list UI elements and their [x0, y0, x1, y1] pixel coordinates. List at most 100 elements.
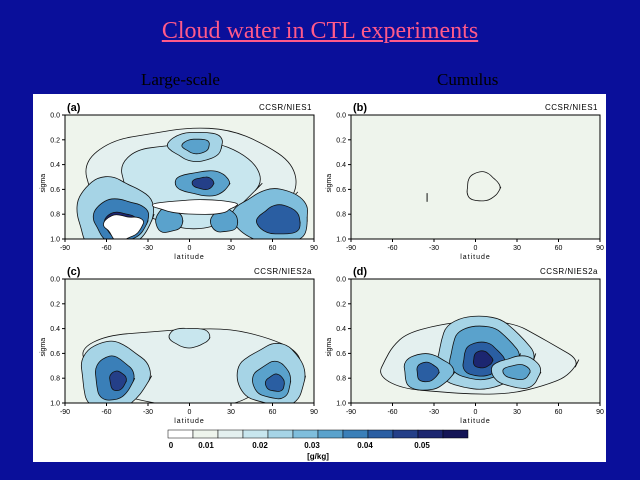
y-tick-label: 1.0	[50, 401, 60, 408]
y-tick-label: 1.0	[336, 401, 346, 408]
contour-fills	[466, 171, 502, 202]
panel-b: -90 -60 -30 0 30 60 90 0.0 0.2 0.4 0.6 0.8 1.0 latitu…	[326, 102, 604, 261]
x-tick-label: 90	[310, 245, 318, 252]
x-tick-label: 90	[596, 245, 604, 252]
panel-label: (b)	[353, 102, 367, 114]
colorbar-swatch	[292, 429, 319, 439]
y-tick-label: 1.0	[336, 237, 346, 244]
x-tick-label: -60	[387, 409, 397, 416]
x-tick-label: -60	[387, 245, 397, 252]
model-label: CCSR/NIES1	[545, 103, 598, 112]
panel-label: (d)	[353, 266, 367, 278]
x-axis-label: latitude	[174, 418, 205, 425]
panel-d: -90 -60 -30 0 30 60 90 0.0 0.2 0.4 0.6 0.8 1.0 latitu…	[326, 266, 604, 425]
x-tick-label: -30	[143, 409, 153, 416]
x-axis-label: latitude	[174, 254, 205, 261]
x-tick-label: 60	[269, 409, 277, 416]
y-tick-label: 0.2	[336, 137, 346, 144]
y-tick-label: 0.8	[336, 212, 346, 219]
colorbar-swatch	[192, 429, 219, 439]
contour-region	[109, 370, 127, 392]
x-tick-label: -90	[346, 409, 356, 416]
contour-fills	[80, 327, 306, 403]
x-tick-label: 0	[474, 409, 478, 416]
contour-region	[502, 364, 531, 381]
colorbar-tick-label: 0	[169, 441, 174, 450]
panel-a: -90 -60 -30 0 30 60 90 0.0 0.2 0.4 0.6 0.8 1.0 latitu…	[40, 102, 318, 261]
colorbar-swatch	[267, 429, 294, 439]
y-tick-label: 0.6	[336, 187, 346, 194]
y-tick-label: 1.0	[50, 237, 60, 244]
x-tick-label: 30	[513, 409, 521, 416]
contour-figure: -90 -60 -30 0 30 60 90 0.0 0.2 0.4 0.6 0.8 1.0 latitu…	[40, 102, 604, 461]
contour-region	[466, 171, 502, 202]
figure-panel: -90 -60 -30 0 30 60 90 0.0 0.2 0.4 0.6 0.8 1.0 latitu…	[33, 94, 606, 462]
contour-region	[416, 361, 440, 383]
model-label: CCSR/NIES2a	[254, 267, 312, 276]
colorbar-unit: [g/kg]	[307, 452, 329, 461]
x-tick-label: 90	[596, 409, 604, 416]
colorbar-tick-label: 0.04	[357, 441, 373, 450]
y-tick-label: 0.8	[50, 376, 60, 383]
y-tick-label: 0.2	[50, 301, 60, 308]
x-tick-label: 0	[474, 245, 478, 252]
column-header-large-scale: Large-scale	[141, 70, 220, 89]
contour-region	[191, 176, 215, 191]
x-tick-label: 60	[555, 245, 563, 252]
y-tick-label: 0.4	[336, 162, 346, 169]
x-tick-label: 60	[555, 409, 563, 416]
y-tick-label: 0.2	[50, 137, 60, 144]
model-label: CCSR/NIES2a	[540, 267, 598, 276]
contour-region	[256, 204, 301, 235]
colorbar-swatch	[242, 429, 269, 439]
x-tick-label: -60	[101, 409, 111, 416]
x-tick-label: 90	[310, 409, 318, 416]
panel-label: (a)	[67, 102, 81, 114]
x-tick-label: 60	[269, 245, 277, 252]
y-tick-label: 0.8	[50, 212, 60, 219]
x-tick-label: -90	[60, 245, 70, 252]
y-tick-label: 0.4	[336, 326, 346, 333]
x-tick-label: 30	[227, 245, 235, 252]
x-tick-label: -30	[429, 409, 439, 416]
y-tick-label: 0.6	[50, 351, 60, 358]
colorbar-swatch	[442, 429, 469, 439]
contour-fills	[380, 315, 580, 395]
y-tick-label: 0.6	[336, 351, 346, 358]
model-label: CCSR/NIES1	[259, 103, 312, 112]
contour-fills	[76, 127, 308, 239]
colorbar-swatch	[317, 429, 344, 439]
colorbar-tick-label: 0.02	[252, 441, 268, 450]
x-axis-label: latitude	[460, 254, 491, 261]
y-tick-label: 0.8	[336, 376, 346, 383]
y-tick-label: 0.0	[336, 113, 346, 120]
contour-region	[181, 138, 210, 155]
y-tick-label: 0.4	[50, 162, 60, 169]
contour-region	[168, 327, 211, 349]
colorbar-tick-label: 0.03	[304, 441, 320, 450]
contour-region	[472, 350, 494, 369]
x-tick-label: -90	[346, 245, 356, 252]
contour-region	[151, 199, 238, 215]
y-axis-label: sigma	[326, 338, 333, 357]
contour-region	[264, 373, 285, 392]
x-axis-label: latitude	[460, 418, 491, 425]
y-tick-label: 0.6	[50, 187, 60, 194]
slide-title: Cloud water in CTL experiments	[161, 18, 479, 44]
column-header-cumulus: Cumulus	[437, 70, 499, 89]
x-tick-label: 30	[513, 245, 521, 252]
colorbar-swatch	[367, 429, 394, 439]
colorbar-swatch	[167, 429, 194, 439]
colorbar-swatch	[342, 429, 369, 439]
x-tick-label: -60	[101, 245, 111, 252]
x-tick-label: 30	[227, 409, 235, 416]
panel-c: -90 -60 -30 0 30 60 90 0.0 0.2 0.4 0.6 0.8 1.0 latitu…	[40, 266, 318, 425]
y-tick-label: 0.0	[50, 277, 60, 284]
y-tick-label: 0.2	[336, 301, 346, 308]
colorbar: 0 0.01 0.02 0.03 0.04 0.05 [g/kg]	[167, 429, 469, 461]
x-tick-label: 0	[188, 409, 192, 416]
panel-label: (c)	[67, 266, 81, 278]
missing-data-region	[103, 214, 144, 239]
colorbar-swatch	[392, 429, 419, 439]
x-tick-label: -30	[143, 245, 153, 252]
